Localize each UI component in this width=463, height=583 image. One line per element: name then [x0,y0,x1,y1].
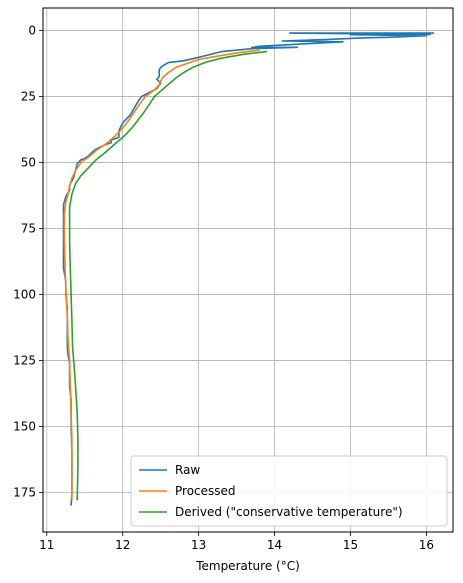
legend: Raw Processed Derived ("conservative tempe… [130,455,448,527]
y-tick-label: 175 [13,485,36,499]
series-group [62,32,434,506]
x-tick-label: 12 [115,538,130,552]
x-tick-label: 16 [419,538,434,552]
legend-label: Processed [175,484,236,498]
y-tick-label: 25 [21,89,36,103]
x-tick-label: 14 [267,538,282,552]
legend-label: Derived ("conservative temperature") [175,505,403,519]
legend-label: Raw [175,463,200,477]
x-tick-label: 13 [191,538,206,552]
y-tick-label: 125 [13,353,36,367]
y-tick-label: 75 [21,221,36,235]
x-tick-label: 15 [343,538,358,552]
y-tick-label: 150 [13,419,36,433]
y-tick-label: 100 [13,287,36,301]
y-axis: 0 25 50 75 100 125 150 175 [13,23,43,499]
y-tick-label: 50 [21,155,36,169]
series-line-1 [63,49,260,501]
x-tick-label: 11 [39,538,54,552]
series-line-2 [68,50,268,501]
x-axis: 11 12 13 14 15 16 [39,532,434,552]
legend-box [130,455,448,527]
x-axis-title: Temperature (°C) [195,559,300,573]
plot-frame [42,7,454,533]
y-tick-label: 0 [28,23,36,37]
